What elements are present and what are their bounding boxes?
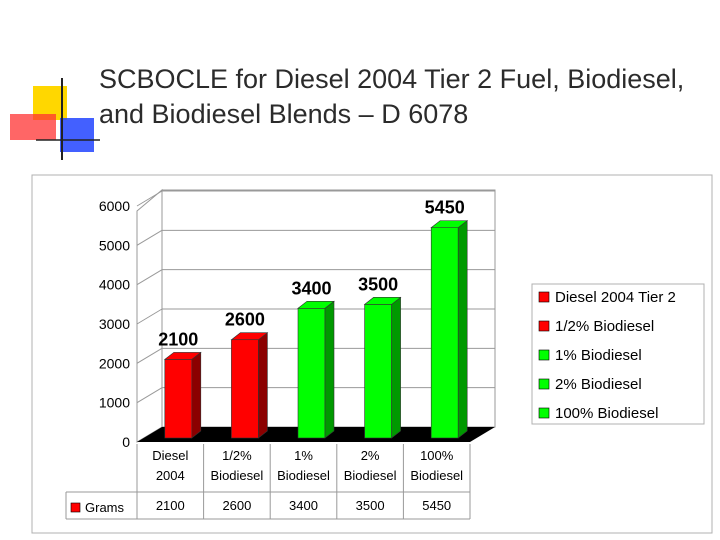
legend-swatch [538,349,550,361]
legend-label: Diesel 2004 Tier 2 [555,289,676,306]
bar-face [297,307,326,439]
value-label: 3500 [358,274,398,294]
legend-swatch [538,320,550,332]
bar-side [324,300,335,439]
bar-side [457,220,468,439]
title-ornament [10,78,100,160]
data-table: Diesel 2004 2100 1/2% Biodiesel 2600 1% Biodies… [65,444,471,520]
gridline-side [136,190,163,207]
gridline-side [136,229,163,246]
value-labels: 2100 2600 3400 3500 5450 [158,198,464,350]
value-label: 2600 [225,310,265,330]
legend-swatch [538,291,550,303]
bars [163,220,469,439]
bar-top [230,332,269,341]
legend: Diesel 2004 Tier 2 1/2% Biodiesel 1% Biodi… [531,283,705,425]
y-tick-label: 3000 [99,316,130,332]
ornament-red-bar [10,114,56,140]
series-name: Grams [85,500,125,515]
legend-label: 2% Biodiesel [555,376,642,393]
y-tick-label: 6000 [99,198,130,214]
bar-top [430,220,469,228]
gridline-side [136,308,163,325]
category-label: Biodiesel [410,468,463,483]
category-label: 1/2% [222,448,252,463]
category-label: 2% [361,448,380,463]
bar [163,351,202,439]
bar-top [163,352,202,360]
slide-title: SCBOCLE for Diesel 2004 Tier 2 Fuel, Bio… [99,64,685,129]
value-label: 5450 [425,198,465,218]
y-tick-label: 4000 [99,277,130,293]
bar-face [164,359,193,439]
y-tick-label: 2000 [99,355,130,371]
category-label: 1% [294,448,313,463]
y-tick-label: 5000 [99,237,130,253]
y-tick-labels: 0 1000 2000 3000 4000 5000 6000 [99,198,130,450]
bar [363,296,402,439]
category-label: Biodiesel [344,468,397,483]
bar-face [430,227,459,439]
category-label: 100% [420,448,454,463]
category-label: Biodiesel [277,468,330,483]
gridline-side [136,269,163,286]
table-cell-value: 2600 [222,498,251,513]
bar-side [191,351,202,439]
gridline-side [136,387,163,404]
bar [230,332,269,439]
bar-face [231,339,259,439]
bar [430,220,469,439]
bar-face [364,304,392,439]
value-label: 3400 [291,278,331,298]
gridline-side [136,347,163,364]
bar-side [391,296,401,439]
y-tick-label: 1000 [99,395,130,411]
value-label: 2100 [158,329,198,349]
legend-label: 1/2% Biodiesel [555,318,654,335]
table-cell-value: 5450 [422,498,451,513]
category-label: Diesel [152,448,188,463]
table-cell-value: 3400 [289,498,318,513]
series-key-swatch [70,502,81,513]
bar-side [258,332,268,439]
y-tick-label: 0 [122,434,130,450]
legend-label: 1% Biodiesel [555,347,642,364]
ornament-blue-square [60,118,94,152]
category-label: Biodiesel [211,468,264,483]
table-cell-value: 2100 [156,498,185,513]
bar [297,300,335,439]
bar-top [363,297,402,305]
legend-label: 100% Biodiesel [555,405,658,422]
legend-swatch [538,407,550,419]
bar-top [297,300,335,309]
legend-box [531,283,705,425]
table-cell-value: 3500 [356,498,385,513]
category-label: 2004 [156,468,185,483]
legend-swatch [538,378,550,390]
